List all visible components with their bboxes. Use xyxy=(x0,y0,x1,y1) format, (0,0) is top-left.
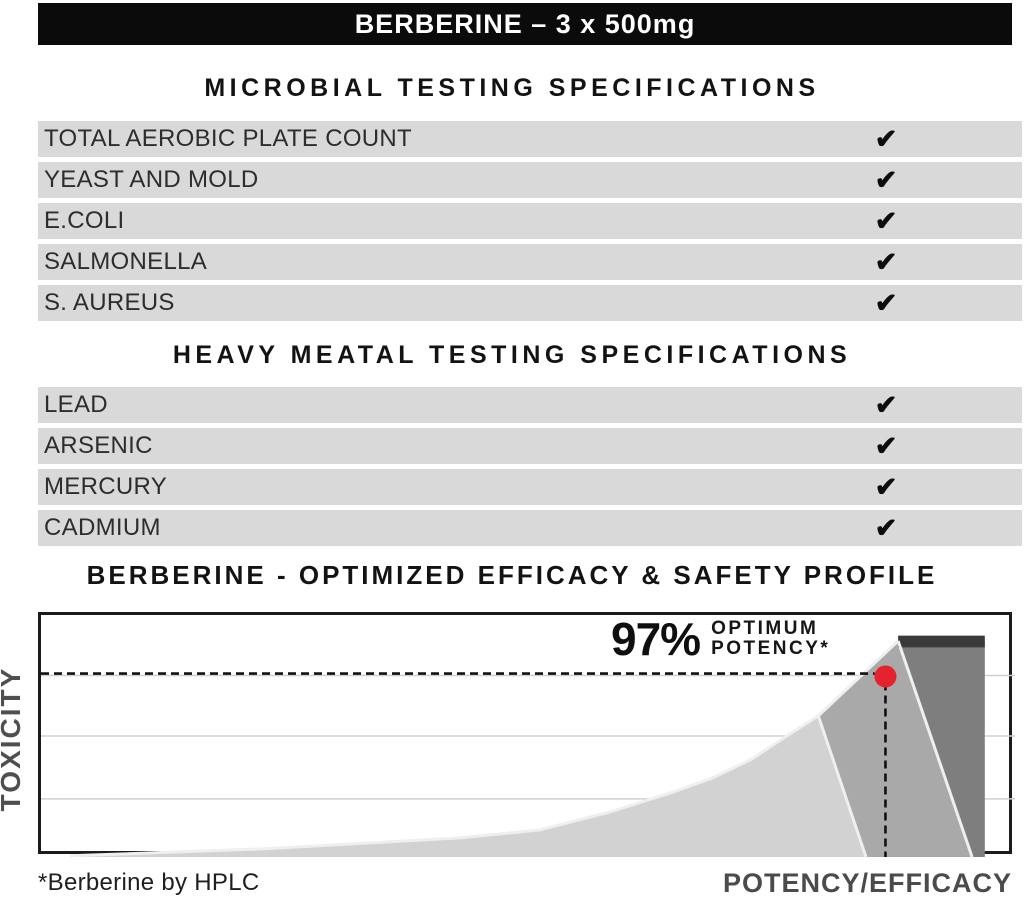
checkmark-icon: ✔ xyxy=(874,431,898,461)
row-label: SALMONELLA xyxy=(44,248,208,275)
heavy-metal-section-heading: HEAVY MEATAL TESTING SPECIFICATIONS xyxy=(172,341,852,369)
checkmark-icon: ✔ xyxy=(874,206,898,236)
row-label: CADMIUM xyxy=(44,514,161,541)
table-row: ARSENIC ✔ xyxy=(38,428,1022,464)
table-row: TOTAL AEROBIC PLATE COUNT ✔ xyxy=(38,121,1022,157)
y-axis-label: TOXICITY xyxy=(0,666,26,812)
heavy-metal-table: LEAD ✔ ARSENIC ✔ MERCURY ✔ CADMIUM ✔ xyxy=(38,387,1022,551)
row-label: S. AUREUS xyxy=(44,289,175,316)
table-row: MERCURY ✔ xyxy=(38,469,1022,505)
checkmark-icon: ✔ xyxy=(874,390,898,420)
checkmark-icon: ✔ xyxy=(874,247,898,277)
table-row: E.COLI ✔ xyxy=(38,203,1022,239)
table-row: LEAD ✔ xyxy=(38,387,1022,423)
row-label: TOTAL AEROBIC PLATE COUNT xyxy=(44,125,413,152)
microbial-section-heading: MICROBIAL TESTING SPECIFICATIONS xyxy=(204,74,820,102)
efficacy-chart: TOXICITY 97% OPTIMUM POTENCY* xyxy=(0,612,1015,857)
table-row: CADMIUM ✔ xyxy=(38,510,1022,546)
microbial-table: TOTAL AEROBIC PLATE COUNT ✔ YEAST AND MO… xyxy=(38,121,1022,326)
optimum-label: OPTIMUM POTENCY* xyxy=(711,618,831,659)
efficacy-chart-svg xyxy=(41,635,1015,857)
optimum-percent: 97% xyxy=(611,613,701,665)
product-title-bar: BERBERINE – 3 x 500mg xyxy=(38,3,1012,45)
checkmark-icon: ✔ xyxy=(874,124,898,154)
efficacy-profile-heading: BERBERINE - OPTIMIZED EFFICACY & SAFETY … xyxy=(86,560,938,590)
checkmark-icon: ✔ xyxy=(874,472,898,502)
hplc-footnote: *Berberine by HPLC xyxy=(38,869,260,896)
checkmark-icon: ✔ xyxy=(874,288,898,318)
optimum-annotation: 97% OPTIMUM POTENCY* xyxy=(611,616,830,662)
x-axis-label: POTENCY/EFFICACY xyxy=(722,868,1012,898)
row-label: ARSENIC xyxy=(44,432,153,459)
checkmark-icon: ✔ xyxy=(874,165,898,195)
row-label: MERCURY xyxy=(44,473,168,500)
row-label: E.COLI xyxy=(44,207,125,234)
row-label: LEAD xyxy=(44,391,108,418)
table-row: YEAST AND MOLD ✔ xyxy=(38,162,1022,198)
product-title: BERBERINE – 3 x 500mg xyxy=(354,8,696,39)
table-row: SALMONELLA ✔ xyxy=(38,244,1022,280)
checkmark-icon: ✔ xyxy=(874,513,898,543)
row-label: YEAST AND MOLD xyxy=(44,166,259,193)
table-row: S. AUREUS ✔ xyxy=(38,285,1022,321)
